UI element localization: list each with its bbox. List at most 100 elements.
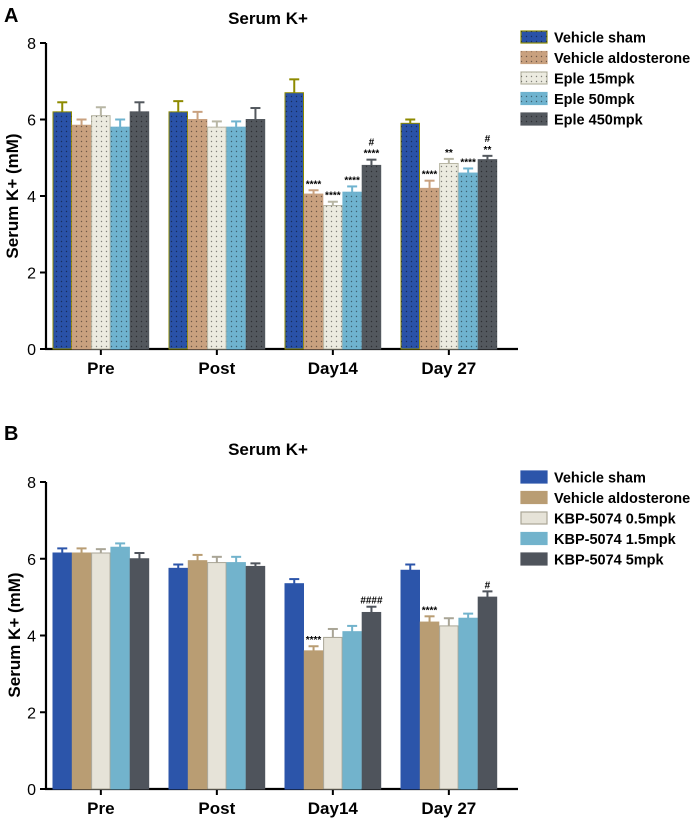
panel-label-a: A [4, 5, 18, 27]
bar [52, 552, 72, 790]
y-tick-label: 2 [27, 705, 36, 722]
y-tick-label: 0 [27, 782, 36, 799]
chart-a-ylabel: Serum K+ (mM) [3, 133, 22, 258]
legend-swatch [520, 511, 548, 525]
bar [71, 552, 92, 790]
significance-label: # [485, 580, 491, 591]
x-tick-label: Pre [87, 799, 114, 818]
bar-pattern [246, 119, 265, 349]
bar [110, 546, 130, 790]
x-tick-label: Day 27 [421, 799, 476, 818]
legend-swatch-pattern [521, 51, 547, 64]
bar [245, 565, 266, 790]
bar [458, 617, 478, 790]
x-tick-label: Day14 [308, 359, 359, 378]
legend-swatch-pattern [521, 113, 547, 125]
y-tick-label: 0 [27, 342, 36, 359]
bar [400, 569, 420, 790]
legend-swatch-pattern [521, 72, 547, 84]
chart-b-title: Serum K+ [228, 440, 308, 459]
legend-label: Vehicle sham [554, 471, 646, 487]
significance-label: **** [306, 635, 322, 646]
bar [187, 560, 208, 790]
chart-b-legend: Vehicle sham Vehicle aldosterone KBP-5074 … [520, 470, 690, 569]
legend-swatch-pattern [521, 92, 547, 105]
significance-label: **** [364, 149, 380, 160]
y-tick-label: 6 [27, 552, 36, 569]
chart-b: B Serum K+ Serum K+ (mM) 0 2 4 6 8 Pre Post Day… [4, 423, 690, 818]
legend-swatch [520, 470, 548, 484]
bar [361, 611, 382, 790]
bar-pattern [188, 119, 207, 349]
legend-label: KBP-5074 5mpk [554, 553, 665, 569]
bar [323, 636, 343, 790]
bar [303, 650, 324, 790]
chart-a: A Serum K+ Serum K+ (mM) 0 2 4 6 8 Pre Post Day… [3, 5, 690, 378]
legend-label: Vehicle aldosterone [554, 491, 690, 507]
bar-pattern [110, 127, 130, 350]
bar-pattern [285, 92, 304, 349]
panel-label-b: B [4, 423, 18, 445]
chart-a-legend: Vehicle sham Vehicle aldosterone Eple 15mp… [520, 30, 690, 129]
y-tick-label: 4 [27, 629, 36, 646]
x-tick-label: Post [198, 359, 235, 378]
x-tick-label: Day 27 [421, 359, 476, 378]
bar [207, 562, 227, 790]
legend-label: Vehicle sham [554, 31, 646, 47]
bar-pattern [420, 188, 439, 349]
y-tick-label: 6 [27, 113, 36, 130]
bar [129, 558, 150, 790]
bar-pattern [342, 192, 362, 349]
panel-b: B Serum K+ Serum K+ (mM) 0 2 4 6 8 Pre Post Day… [0, 409, 692, 818]
significance-label: # [369, 138, 375, 149]
bar [439, 625, 459, 790]
bar-pattern [323, 205, 343, 349]
legend-swatch [520, 490, 548, 505]
bar [284, 583, 304, 790]
significance-label: **** [422, 170, 438, 181]
bar [168, 567, 188, 790]
legend-swatch-pattern [521, 31, 547, 43]
x-tick-label: Post [198, 799, 235, 818]
y-tick-label: 8 [27, 36, 36, 53]
bar-pattern [226, 127, 246, 350]
significance-label: ** [445, 148, 453, 159]
legend-label: Eple 450mpk [554, 113, 644, 129]
significance-label: **** [325, 191, 341, 202]
chart-a-title: Serum K+ [228, 9, 308, 28]
bar-pattern [72, 125, 91, 349]
y-tick-label: 2 [27, 266, 36, 283]
legend-swatch [520, 552, 548, 566]
x-tick-label: Pre [87, 359, 114, 378]
legend-label: KBP-5074 1.5mpk [554, 532, 677, 548]
x-tick-label: Day14 [308, 799, 359, 818]
significance-label: **** [460, 157, 476, 168]
bar [342, 631, 362, 790]
bar [91, 552, 111, 790]
bar-pattern [91, 115, 111, 349]
panel-a: A Serum K+ Serum K+ (mM) 0 2 4 6 8 Pre Post Day… [3, 5, 690, 378]
bar [477, 596, 498, 790]
significance-label: **** [344, 175, 360, 186]
bar-pattern [53, 111, 72, 349]
significance-label: ** [484, 145, 492, 156]
bar-pattern [362, 165, 381, 349]
significance-label: **** [422, 605, 438, 616]
legend-label: Vehicle aldosterone [554, 51, 690, 67]
bar-pattern [401, 123, 420, 349]
bar-pattern [458, 173, 478, 349]
bar-pattern [478, 159, 497, 349]
legend-label: Eple 50mpk [554, 92, 636, 108]
chart-b-plot: 0 2 4 6 8 Pre Post Day14 **** #### Day 27 **** # [27, 475, 518, 818]
legend-label: KBP-5074 0.5mpk [554, 512, 677, 528]
legend-swatch [520, 531, 548, 546]
bar-pattern [439, 163, 459, 349]
y-tick-label: 4 [27, 189, 36, 206]
significance-label: #### [360, 596, 383, 607]
y-tick-label: 8 [27, 475, 36, 492]
bar-pattern [130, 111, 149, 349]
bar-pattern [169, 111, 188, 349]
bar [419, 621, 440, 790]
chart-b-ylabel: Serum K+ (mM) [5, 572, 24, 697]
